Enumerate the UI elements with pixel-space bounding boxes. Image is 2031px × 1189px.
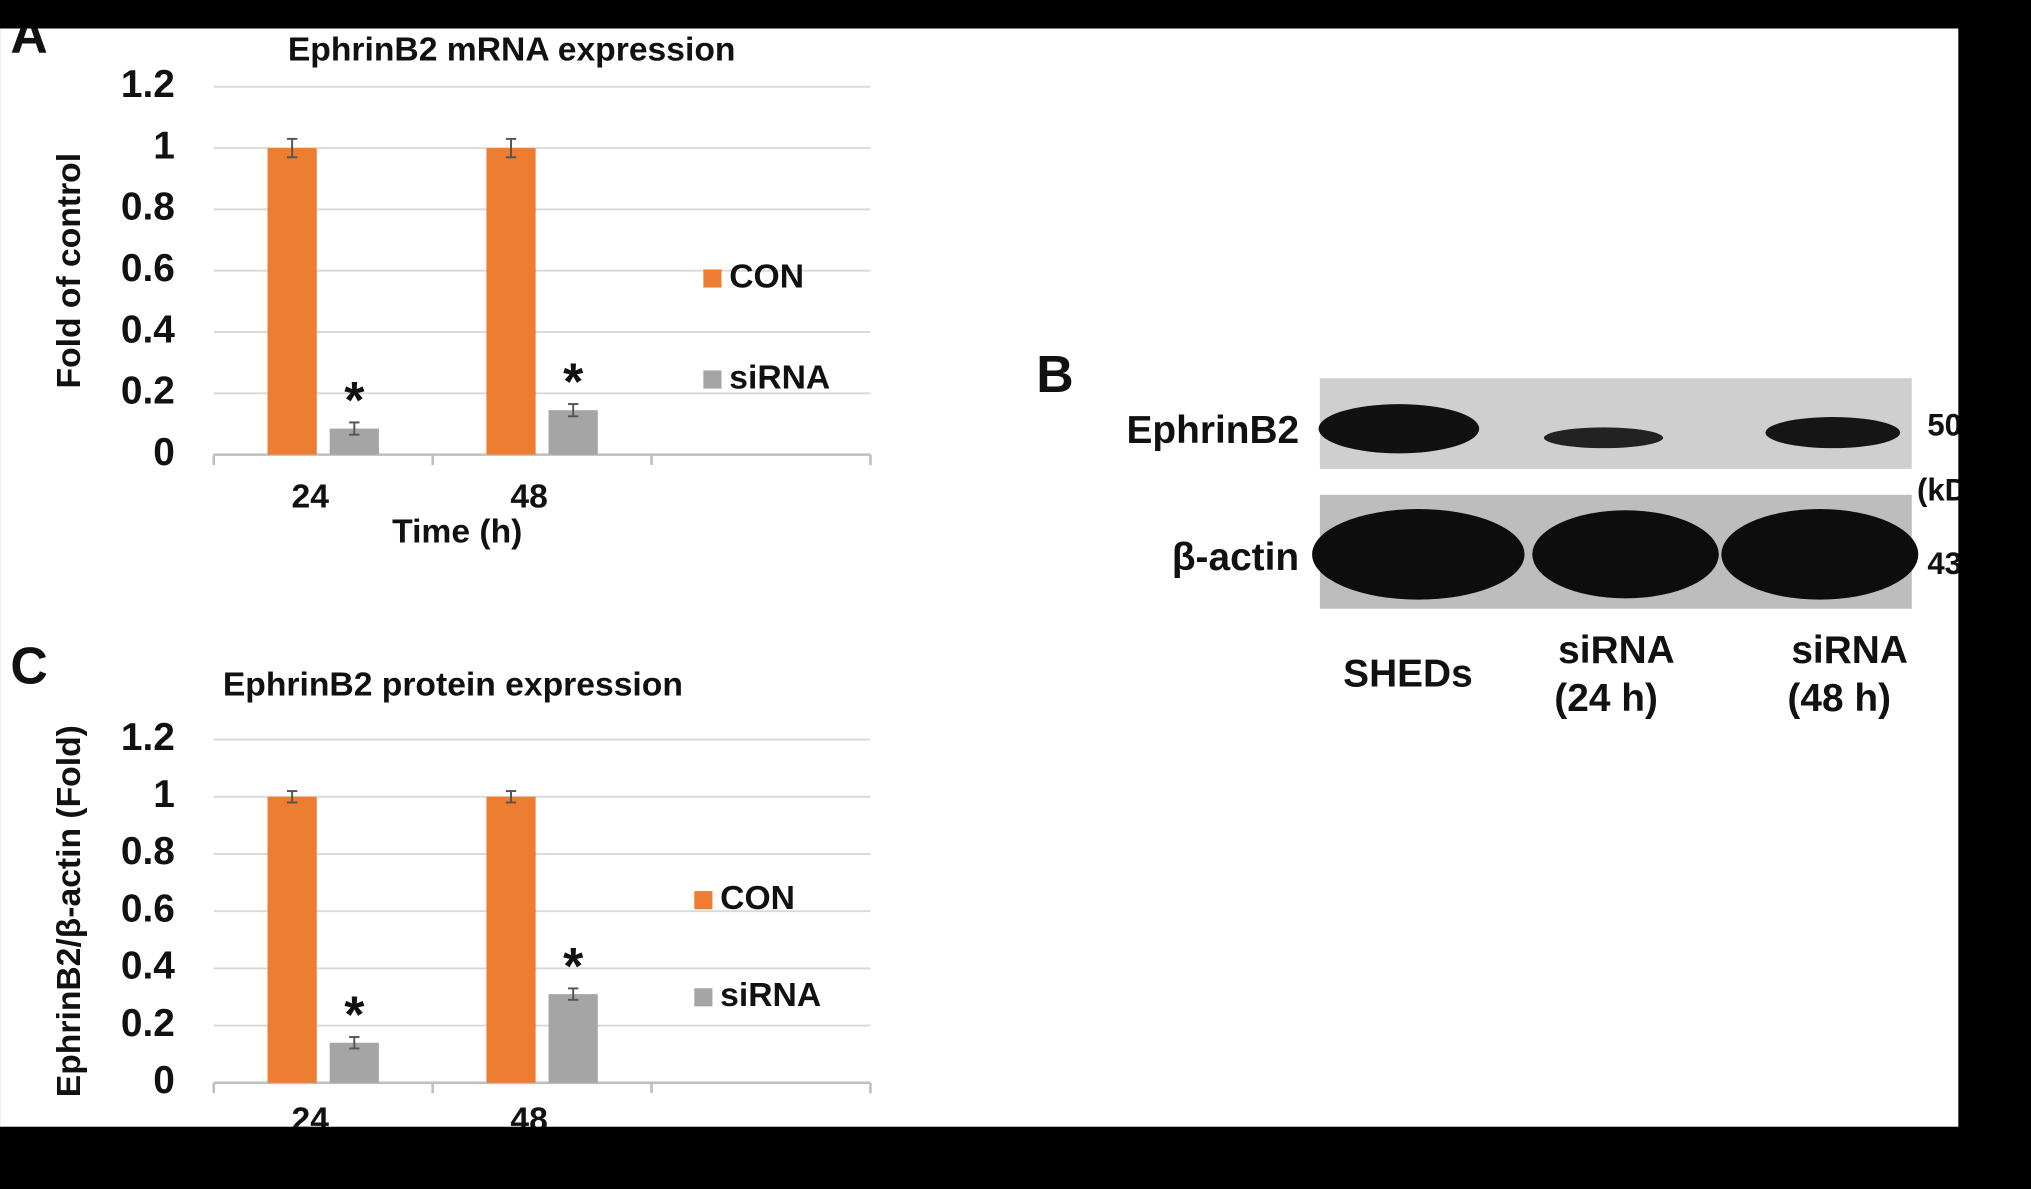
crop-edge [0,0,2031,29]
y-tick-label: 0 [153,1059,175,1102]
marker-label: 43 [1927,546,1962,581]
legend-swatch [694,891,713,910]
bar [267,796,317,1083]
band [1318,404,1480,454]
lane-label: (48 h) [1787,677,1891,720]
band [1543,427,1664,449]
chart-title: EphrinB2 mRNA expression [288,32,736,69]
chart-title: EphrinB2 protein expression [223,666,683,703]
band [1312,509,1525,600]
lane-label: SHEDs [1343,652,1473,695]
band [1532,510,1719,599]
bar [267,148,317,455]
significance-mark: * [344,371,365,429]
y-tick-label: 0.8 [121,186,175,229]
significance-mark: * [563,937,584,995]
bar [486,796,536,1083]
y-tick-label: 0.2 [121,370,175,413]
y-tick-label: 0.6 [121,247,175,290]
y-axis-label: Fold of control [51,153,88,389]
legend-label: siRNA [720,977,821,1014]
bar [548,410,598,455]
y-tick-label: 1.2 [121,716,175,759]
legend-label: CON [720,880,795,917]
x-tick-label: 24 [292,479,330,516]
band [1765,417,1901,449]
legend-label: CON [729,258,804,295]
y-tick-label: 0.4 [121,308,175,351]
y-tick-label: 0.4 [121,945,175,988]
significance-mark: * [563,353,584,411]
y-tick-label: 1.2 [121,63,175,106]
x-tick-label: 48 [510,479,547,516]
row-label: β-actin [1172,536,1299,579]
legend-swatch [703,370,722,389]
crop-edge [1958,0,2031,1189]
legend-swatch [694,988,713,1007]
bar [548,994,598,1083]
y-tick-label: 0 [153,431,175,474]
marker-label: 50 [1927,408,1962,443]
legend-swatch [703,269,722,288]
y-tick-label: 0.6 [121,887,175,930]
x-axis-label: Time (h) [392,514,522,551]
panel-label: B [1036,345,1073,403]
legend-label: siRNA [729,359,830,396]
band [1721,509,1919,600]
lane-label: siRNA [1558,629,1675,672]
y-tick-label: 0.8 [121,830,175,873]
western-blot: B EphrinB2 β-actin SHEDs siRNA (24 h) si… [1036,345,1994,720]
lane-label: (24 h) [1554,677,1658,720]
bar [486,148,536,455]
y-tick-label: 1 [153,773,175,816]
y-tick-label: 1 [153,124,175,167]
y-axis-label: EphrinB2/β-actin (Fold) [51,725,88,1097]
panel-label: C [10,636,47,694]
crop-edge [0,1126,2031,1189]
y-tick-label: 0.2 [121,1002,175,1045]
lane-label: siRNA [1791,629,1908,672]
significance-mark: * [344,986,365,1044]
row-label: EphrinB2 [1126,409,1299,452]
